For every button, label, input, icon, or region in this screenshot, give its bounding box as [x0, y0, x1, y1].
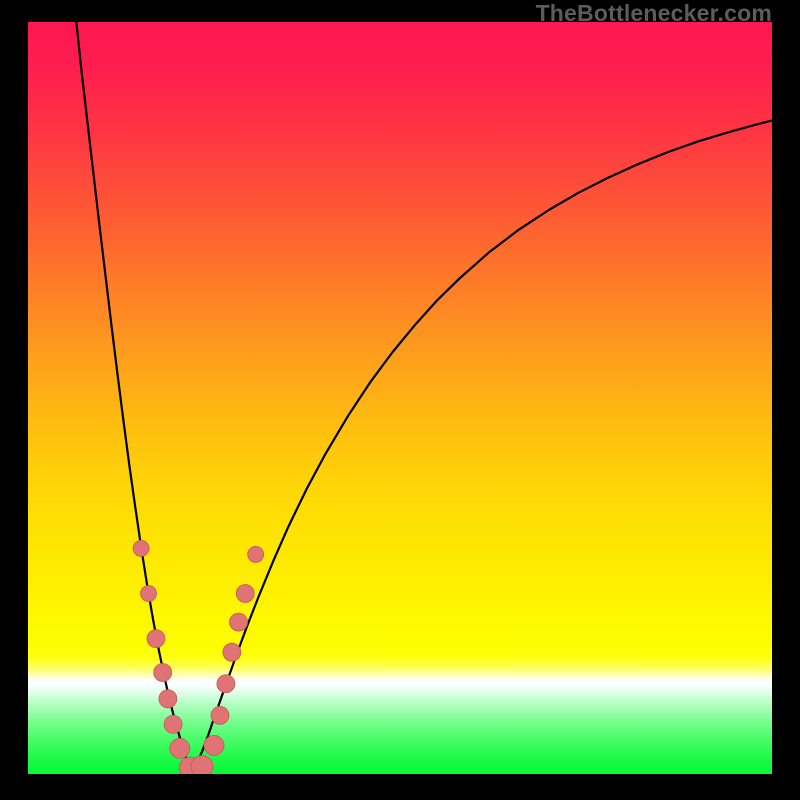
- curve-marker: [217, 675, 235, 693]
- curve-marker: [236, 585, 254, 603]
- curve-markers: [133, 540, 264, 774]
- curve-marker: [248, 546, 264, 562]
- curve-marker: [170, 738, 190, 758]
- plot-area: [28, 22, 772, 774]
- curve-layer: [28, 22, 772, 774]
- bottleneck-curve: [76, 22, 772, 774]
- curve-marker: [211, 706, 229, 724]
- curve-marker: [133, 540, 149, 556]
- curve-marker: [223, 643, 241, 661]
- curve-marker: [164, 715, 182, 733]
- figure-stage: TheBottlenecker.com: [0, 0, 800, 800]
- curve-marker: [147, 630, 165, 648]
- curve-marker: [154, 663, 172, 681]
- curve-marker: [191, 755, 213, 774]
- curve-marker: [230, 613, 248, 631]
- curve-marker: [141, 586, 157, 602]
- curve-marker: [204, 735, 224, 755]
- curve-marker: [159, 690, 177, 708]
